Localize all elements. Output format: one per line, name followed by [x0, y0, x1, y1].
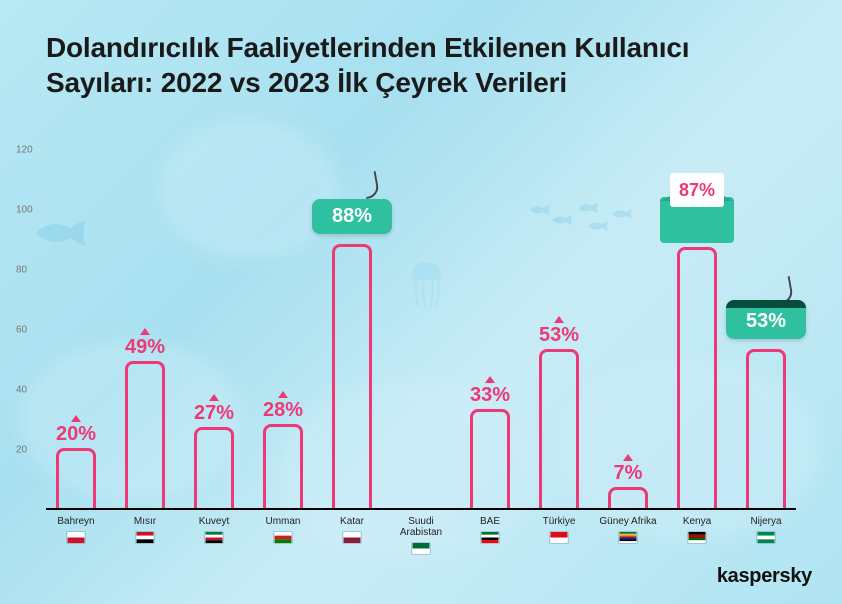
bar-column: 88% — [322, 150, 382, 510]
bar-value-label: 49% — [115, 336, 175, 359]
flag-icon — [411, 542, 431, 555]
up-arrow-icon — [485, 376, 495, 383]
x-label: Türkiye — [529, 516, 589, 555]
bar-column: 53% — [736, 150, 796, 510]
y-tick: 100 — [16, 205, 33, 216]
y-tick: 20 — [16, 445, 27, 456]
y-tick: 120 — [16, 145, 33, 156]
envelope-callout: 87% — [660, 197, 734, 243]
up-arrow-icon — [140, 328, 150, 335]
bar-column: 20% — [46, 150, 106, 510]
bar — [125, 361, 165, 508]
country-name: Güney Afrika — [599, 516, 656, 527]
up-arrow-icon — [209, 394, 219, 401]
card-callout: 53% — [726, 300, 806, 339]
flag-icon — [342, 531, 362, 544]
x-label: Katar — [322, 516, 382, 555]
flag-icon — [204, 531, 224, 544]
bar-column: 49% — [115, 150, 175, 510]
x-axis-labels: Bahreyn Mısır Kuveyt Umman Katar Suudi Arabis… — [46, 516, 796, 555]
x-label: BAE — [460, 516, 520, 555]
bar — [539, 349, 579, 508]
envelope-value: 87% — [670, 173, 724, 207]
bar-column: 7% — [598, 150, 658, 510]
country-name: Kuveyt — [199, 516, 230, 527]
bar-value-label: 33% — [460, 384, 520, 407]
bar-value-label: 20% — [46, 423, 106, 446]
flag-icon — [480, 531, 500, 544]
bar — [263, 424, 303, 508]
bar-column — [391, 150, 451, 510]
country-name: Suudi Arabistan — [391, 516, 451, 538]
x-label: Güney Afrika — [598, 516, 658, 555]
x-label: Bahreyn — [46, 516, 106, 555]
country-name: Nijerya — [750, 516, 781, 527]
flag-icon — [273, 531, 293, 544]
flag-icon — [618, 531, 638, 544]
up-arrow-icon — [623, 454, 633, 461]
x-label: Kenya — [667, 516, 727, 555]
bar — [608, 487, 648, 508]
country-name: BAE — [480, 516, 500, 527]
bar-column: 33% — [460, 150, 520, 510]
badge-callout: 88% — [312, 199, 392, 234]
hook-icon — [362, 171, 380, 199]
bar-column: 53% — [529, 150, 589, 510]
flag-icon — [549, 531, 569, 544]
x-label: Mısır — [115, 516, 175, 555]
bars-container: 20%49%27%28%88%33%53%7%87%53% — [46, 150, 796, 510]
bar-value-label: 7% — [598, 462, 658, 485]
bar — [677, 247, 717, 508]
chart-title: Dolandırıcılık Faaliyetlerinden Etkilene… — [46, 30, 746, 100]
country-name: Mısır — [134, 516, 156, 527]
up-arrow-icon — [71, 415, 81, 422]
bar-column: 27% — [184, 150, 244, 510]
x-label: Kuveyt — [184, 516, 244, 555]
infographic-canvas: Dolandırıcılık Faaliyetlerinden Etkilene… — [0, 0, 842, 604]
flag-icon — [135, 531, 155, 544]
x-label: Umman — [253, 516, 313, 555]
y-tick: 40 — [16, 385, 27, 396]
country-name: Türkiye — [543, 516, 576, 527]
flag-icon — [66, 531, 86, 544]
country-name: Umman — [265, 516, 300, 527]
brand-logo: kaspersky — [717, 565, 812, 588]
flag-icon — [756, 531, 776, 544]
country-name: Bahreyn — [57, 516, 94, 527]
up-arrow-icon — [278, 391, 288, 398]
flag-icon — [687, 531, 707, 544]
bar — [746, 349, 786, 508]
bar — [470, 409, 510, 508]
bar-column: 28% — [253, 150, 313, 510]
bar — [56, 448, 96, 508]
x-label: Suudi Arabistan — [391, 516, 451, 555]
bar — [194, 427, 234, 508]
bar-value-label: 28% — [253, 399, 313, 422]
bar-value-label: 27% — [184, 402, 244, 425]
up-arrow-icon — [554, 316, 564, 323]
x-axis-line — [46, 508, 796, 510]
bar-column: 87% — [667, 150, 727, 510]
x-label: Nijerya — [736, 516, 796, 555]
bar-value-label: 53% — [529, 324, 589, 347]
bar — [332, 244, 372, 508]
country-name: Kenya — [683, 516, 711, 527]
y-tick: 80 — [16, 265, 27, 276]
country-name: Katar — [340, 516, 364, 527]
bar-chart: 20406080100120 20%49%27%28%88%33%53%7%87… — [46, 150, 796, 510]
y-tick: 60 — [16, 325, 27, 336]
